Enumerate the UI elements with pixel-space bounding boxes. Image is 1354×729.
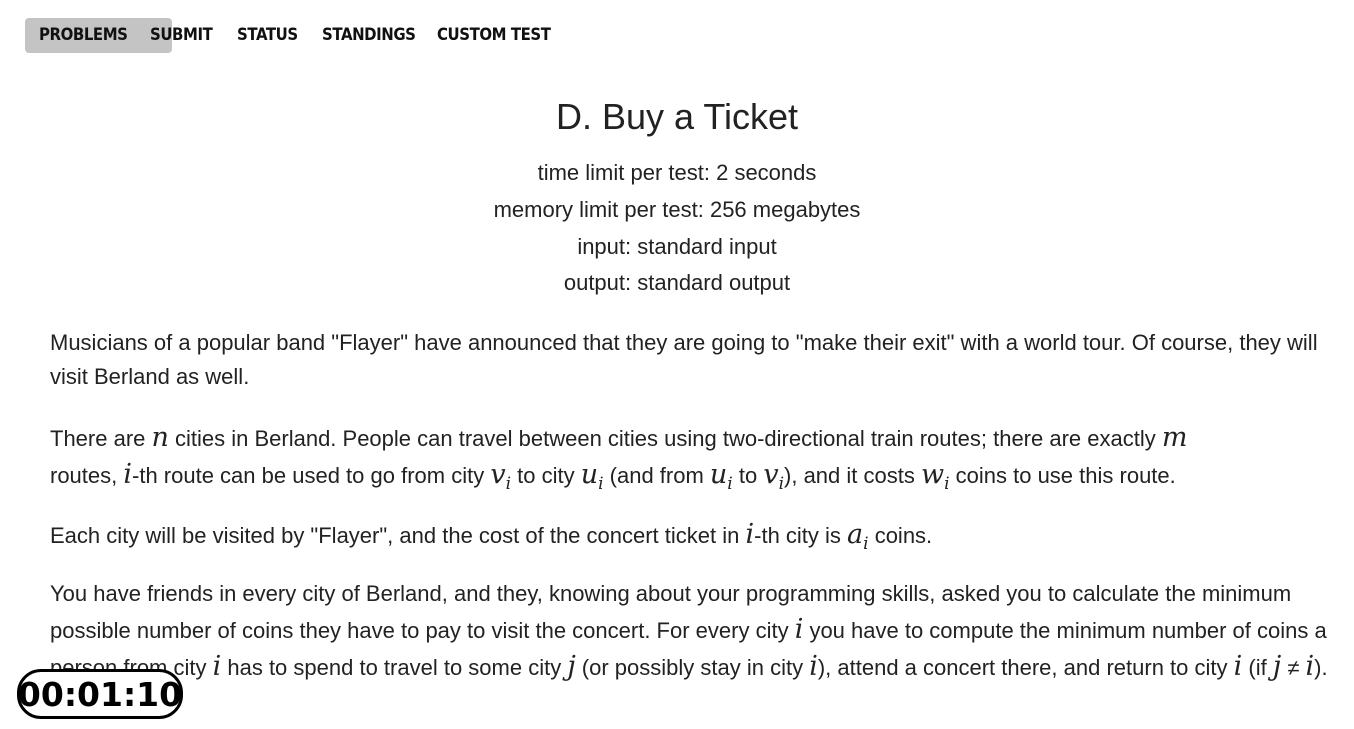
tab-custom-test[interactable]: CUSTOM TEST xyxy=(437,25,551,45)
tab-submit[interactable]: SUBMIT xyxy=(150,25,213,45)
statement-paragraph-3: Each city will be visited by "Flayer", a… xyxy=(50,519,933,554)
time-limit: time limit per test: 2 seconds xyxy=(537,160,817,185)
statement-paragraph-2: There are n cities in Berland. People ca… xyxy=(50,422,1188,494)
tab-status[interactable]: STATUS xyxy=(237,25,298,45)
input-spec: input: standard input xyxy=(577,234,777,259)
countdown-timer: 00:01:10 xyxy=(17,669,183,719)
tab-problems[interactable]: PROBLEMS xyxy=(39,25,128,45)
output-spec: output: standard output xyxy=(563,270,791,295)
active-tab-highlight xyxy=(25,18,172,53)
tab-standings[interactable]: STANDINGS xyxy=(322,25,416,45)
problem-title: D. Buy a Ticket xyxy=(555,96,799,137)
statement-paragraph-4: You have friends in every city of Berlan… xyxy=(50,581,1328,682)
memory-limit: memory limit per test: 256 megabytes xyxy=(493,197,861,222)
statement-paragraph-1: Musicians of a popular band "Flayer" hav… xyxy=(50,330,1318,389)
